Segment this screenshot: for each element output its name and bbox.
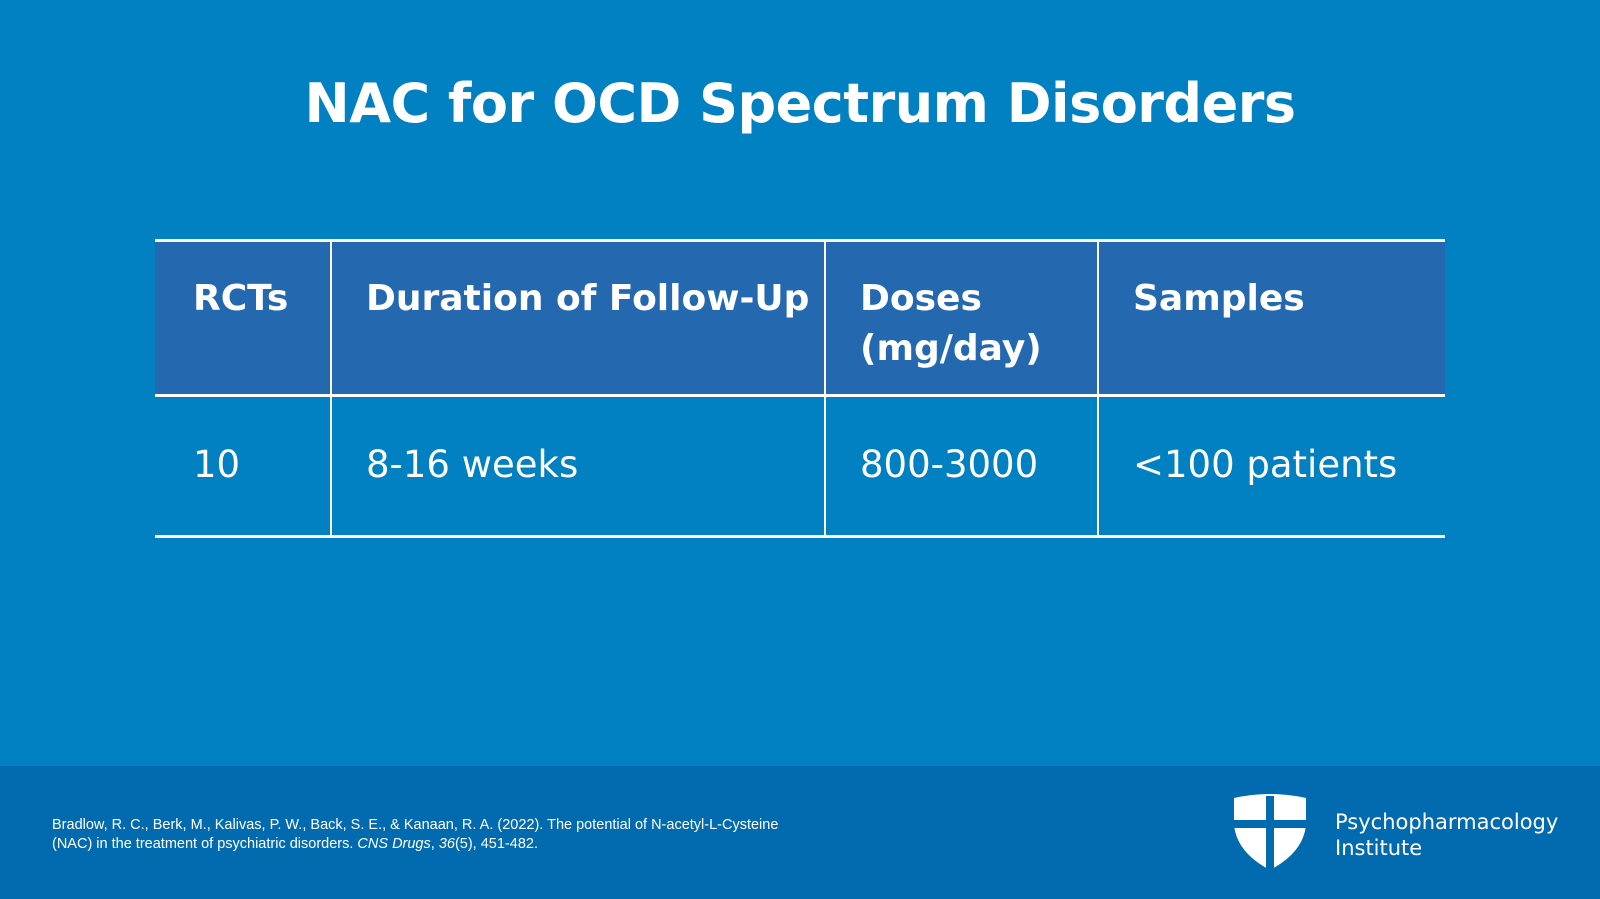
cell-samples: <100 patients — [1097, 395, 1445, 537]
brand-name-line2: Institute — [1335, 836, 1423, 860]
header-samples: Samples — [1097, 240, 1445, 396]
slide-title: NAC for OCD Spectrum Disorders — [304, 72, 1297, 135]
brand-name-line1: Psychopharmacology — [1335, 810, 1559, 834]
shield-cross-icon — [1234, 794, 1306, 870]
cell-doses: 800-3000 — [824, 395, 1099, 537]
table-header-row: RCTs Duration of Follow-Up Doses (mg/day… — [155, 240, 1445, 396]
study-summary-table: RCTs Duration of Follow-Up Doses (mg/day… — [155, 239, 1445, 538]
cell-rcts: 10 — [155, 395, 332, 537]
citation-volume: 36 — [438, 836, 455, 852]
header-rcts: RCTs — [155, 240, 332, 396]
citation-line2-prefix: (NAC) in the treatment of psychiatric di… — [52, 836, 358, 852]
table-row: 10 8-16 weeks 800-3000 <100 patients — [155, 395, 1445, 537]
citation-line1: Bradlow, R. C., Berk, M., Kalivas, P. W.… — [52, 817, 779, 833]
header-doses-line2: (mg/day) — [860, 328, 1042, 369]
footer-bar: Bradlow, R. C., Berk, M., Kalivas, P. W.… — [0, 766, 1600, 899]
reference-citation: Bradlow, R. C., Berk, M., Kalivas, P. W.… — [52, 816, 872, 854]
citation-sep: , — [430, 836, 439, 852]
citation-journal: CNS Drugs — [357, 836, 431, 852]
cell-duration: 8-16 weeks — [330, 395, 826, 537]
header-doses-line1: Doses — [860, 278, 982, 319]
header-duration: Duration of Follow-Up — [330, 240, 826, 396]
brand-name: Psychopharmacology Institute — [1335, 809, 1558, 861]
header-doses: Doses (mg/day) — [824, 240, 1099, 396]
citation-issue-pages: (5), 451-482. — [454, 836, 538, 852]
